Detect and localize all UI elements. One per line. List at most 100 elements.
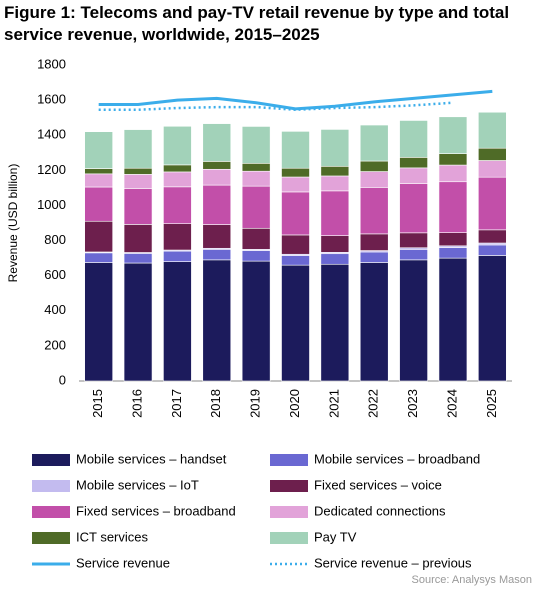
bar-segment (281, 176, 310, 193)
legend-marker (270, 480, 308, 492)
bar-segment (478, 244, 507, 256)
bar-segment (281, 264, 310, 382)
legend-label: Mobile services – broadband (314, 451, 480, 466)
x-tick-label: 2022 (366, 389, 381, 418)
legend-label: Mobile services – IoT (76, 477, 199, 492)
y-tick-label: 800 (44, 232, 66, 247)
bar-segment (163, 164, 192, 173)
y-tick-label: 1600 (37, 92, 66, 107)
bar-segment (202, 168, 232, 186)
bar-segment (359, 160, 389, 172)
legend-label: Mobile services – handset (76, 451, 227, 466)
bar-segment (359, 251, 389, 263)
bar-segment (123, 129, 153, 169)
legend-label: Fixed services – broadband (76, 503, 236, 518)
bar-segment (399, 120, 428, 158)
bar-segment (202, 161, 232, 170)
bar-segment (281, 167, 310, 178)
bar-segment (163, 250, 192, 262)
bar-segment (438, 247, 468, 259)
bar-segment (123, 167, 153, 175)
x-tick-label: 2020 (287, 389, 302, 418)
bar-segment (478, 176, 507, 231)
x-tick-label: 2021 (326, 389, 341, 418)
bar-segment (281, 191, 310, 236)
bar-segment (241, 260, 271, 382)
bar-segment (202, 123, 232, 162)
x-tick-label: 2025 (484, 389, 499, 418)
y-tick-label: 600 (44, 267, 66, 282)
y-tick-label: 1400 (37, 127, 66, 142)
bar-segment (359, 187, 389, 235)
bar-segment (241, 163, 271, 172)
x-tick-label: 2024 (444, 389, 459, 418)
x-tick-label: 2023 (405, 389, 420, 418)
bar-segment (123, 253, 153, 264)
bar-segment (84, 252, 113, 263)
legend-marker (32, 506, 70, 518)
bar-segment (320, 190, 350, 236)
y-tick-label: 400 (44, 302, 66, 317)
source: Source: Analysys Mason (412, 574, 532, 586)
bar-segment (320, 165, 350, 177)
bar-segment (320, 175, 350, 192)
bar-segment (84, 173, 113, 188)
bar-segment (399, 183, 428, 234)
bar-segment (478, 160, 507, 178)
chart-title: Figure 1: Telecoms and pay-TV retail rev… (4, 3, 510, 44)
bar-segment (84, 168, 113, 175)
bar-segment (163, 223, 192, 251)
bar-segment (84, 131, 113, 169)
bar-segment (478, 147, 507, 161)
bar-segment (281, 255, 310, 266)
bar-segment (163, 186, 192, 225)
bar-segment (123, 224, 153, 253)
bar-segment (163, 261, 192, 382)
y-tick-label: 0 (59, 372, 66, 387)
bar-segment (123, 174, 153, 189)
bar-segment (84, 186, 113, 222)
bar-segment (202, 184, 232, 225)
bar-segment (478, 229, 507, 244)
bar-segment (438, 164, 468, 183)
x-tick-label: 2015 (90, 389, 105, 418)
bar-segment (281, 234, 310, 255)
legend-label: ICT services (76, 529, 148, 544)
bar-segment (241, 126, 271, 164)
legend-marker (270, 532, 308, 544)
bar-segment (438, 116, 468, 154)
bar-segment (320, 263, 350, 382)
bar-segment (438, 257, 468, 382)
bar-segment (123, 188, 153, 225)
legend-label: Fixed services – voice (314, 477, 442, 492)
bar-segment (241, 170, 271, 187)
y-tick-label: 1800 (37, 56, 66, 71)
x-tick-label: 2018 (208, 389, 223, 418)
y-tick-label: 1200 (37, 162, 66, 177)
bar-segment (359, 233, 389, 251)
legend-marker (32, 480, 70, 492)
legend-marker (270, 454, 308, 466)
bar-segment (281, 131, 310, 169)
y-tick-label: 1000 (37, 197, 66, 212)
bar-segment (399, 232, 428, 249)
y-tick-label: 200 (44, 337, 66, 352)
bar-segment (84, 220, 113, 253)
bar-segment (478, 255, 507, 382)
bar-segment (202, 259, 232, 382)
bar-segment (241, 185, 271, 229)
bar-segment (359, 262, 389, 382)
legend-label: Service revenue (76, 555, 170, 570)
bar-segment (438, 153, 468, 166)
bar-segment (359, 171, 389, 188)
legend-marker (32, 454, 70, 466)
bar-segment (241, 250, 271, 262)
bar-segment (399, 167, 428, 184)
legend-marker (32, 532, 70, 544)
bar-segment (163, 125, 192, 166)
bar-segment (399, 157, 428, 169)
bar-segment (202, 224, 232, 249)
bar-segment (478, 111, 507, 149)
bar-segment (399, 259, 428, 382)
